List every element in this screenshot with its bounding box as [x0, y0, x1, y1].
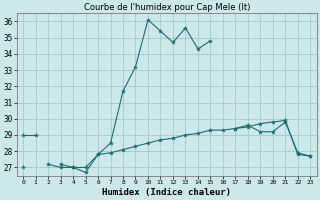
X-axis label: Humidex (Indice chaleur): Humidex (Indice chaleur)	[102, 188, 231, 197]
Title: Courbe de l'humidex pour Cap Mele (It): Courbe de l'humidex pour Cap Mele (It)	[84, 3, 250, 12]
